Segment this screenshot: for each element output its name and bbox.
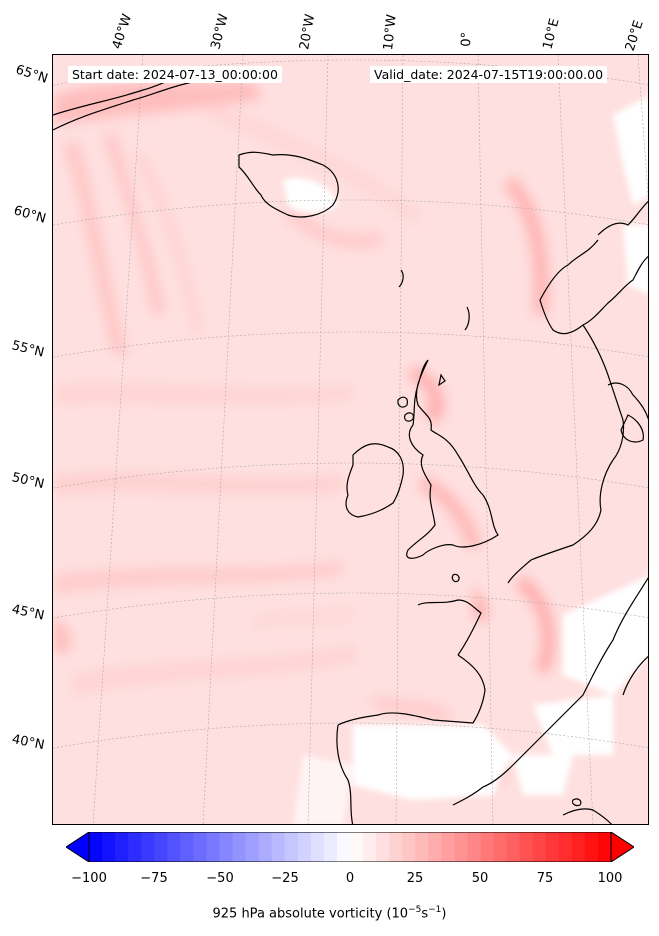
graticule <box>53 55 648 824</box>
colorbar-cell <box>323 832 338 862</box>
lat-label-65n: 65°N <box>13 62 50 87</box>
valid-date-label: Valid_date: 2024-07-15T19:00:00.00 <box>370 66 608 83</box>
colorbar-cell <box>102 832 116 862</box>
colorbar-cell <box>336 832 351 862</box>
colorbar-cell <box>506 832 521 862</box>
lon-label-20w: 20°W <box>297 13 319 52</box>
colorbar-cell <box>389 832 403 862</box>
vorticity-field <box>53 55 648 824</box>
colorbar-cell <box>350 832 364 862</box>
colorbar-cell <box>297 832 312 862</box>
lon-label-30w: 30°W <box>208 12 232 51</box>
colorbar-cell <box>258 832 273 862</box>
colorbar-low-extend <box>66 832 89 862</box>
colorbar-cell <box>584 832 599 862</box>
colorbar-tick-label: 25 <box>406 871 424 886</box>
lon-label-20e: 20°E <box>622 18 647 53</box>
lat-label-50n: 50°N <box>10 470 46 493</box>
colorbar-tick-label: −50 <box>206 871 234 886</box>
colorbar-tick-label: 50 <box>471 871 489 886</box>
colorbar-cell <box>167 832 181 862</box>
colorbar-cell <box>519 832 534 862</box>
vorticity-map <box>52 54 649 825</box>
colorbar-cell <box>532 832 547 862</box>
lat-label-40n: 40°N <box>10 732 46 754</box>
colorbar-cell <box>154 832 168 862</box>
colorbar-tick-label: 75 <box>536 871 554 886</box>
colorbar-cell <box>480 832 495 862</box>
coastlines <box>53 72 648 824</box>
lon-label-10e: 10°E <box>540 17 563 51</box>
colorbar-high-extend <box>611 832 634 862</box>
colorbar-cell <box>232 832 247 862</box>
colorbar-cell <box>428 832 442 862</box>
colorbar-tick-label: 0 <box>345 871 355 886</box>
colorbar-cell <box>571 832 586 862</box>
colorbar-cell <box>284 832 299 862</box>
colorbar-cell <box>141 832 155 862</box>
colorbar-cell <box>493 832 508 862</box>
colorbar-cell <box>245 832 260 862</box>
colorbar-cell <box>363 832 377 862</box>
colorbar-cell <box>219 832 234 862</box>
lon-label-40w: 40°W <box>109 12 136 51</box>
lat-label-55n: 55°N <box>10 338 46 361</box>
islands <box>397 373 582 807</box>
lon-label-0: 0° <box>459 31 475 47</box>
land-blank-areas <box>283 96 648 824</box>
colorbar-cell <box>115 832 129 862</box>
colorbar-tick-label: −75 <box>140 871 168 886</box>
colorbar-tick-label: 100 <box>597 871 623 886</box>
colorbar-cells <box>89 832 612 862</box>
map-canvas <box>53 55 648 824</box>
colorbar-cell <box>415 832 429 862</box>
colorbar-cell <box>441 832 455 862</box>
lat-label-60n: 60°N <box>11 203 48 227</box>
start-date-label: Start date: 2024-07-13_00:00:00 <box>68 66 282 83</box>
colorbar-cell <box>402 832 416 862</box>
colorbar-cell <box>597 832 612 862</box>
colorbar-cell <box>467 832 481 862</box>
colorbar-label: 925 hPa absolute vorticity (10−5s−1) <box>212 905 447 922</box>
colorbar-cell <box>89 832 103 862</box>
lon-label-10w: 10°W <box>381 13 400 52</box>
colorbar-cell <box>193 832 207 862</box>
colorbar <box>66 832 634 862</box>
colorbar-cell <box>206 832 220 862</box>
colorbar-cell <box>454 832 468 862</box>
colorbar-cell <box>545 832 560 862</box>
colorbar-cell <box>180 832 194 862</box>
colorbar-frame <box>88 832 612 862</box>
colorbar-cell <box>376 832 390 862</box>
colorbar-cell <box>558 832 573 862</box>
colorbar-cell <box>310 832 325 862</box>
colorbar-cell <box>271 832 286 862</box>
colorbar-tick-label: −25 <box>271 871 299 886</box>
colorbar-cell <box>128 832 142 862</box>
colorbar-tick-label: −100 <box>71 871 107 886</box>
lat-label-45n: 45°N <box>10 602 46 624</box>
